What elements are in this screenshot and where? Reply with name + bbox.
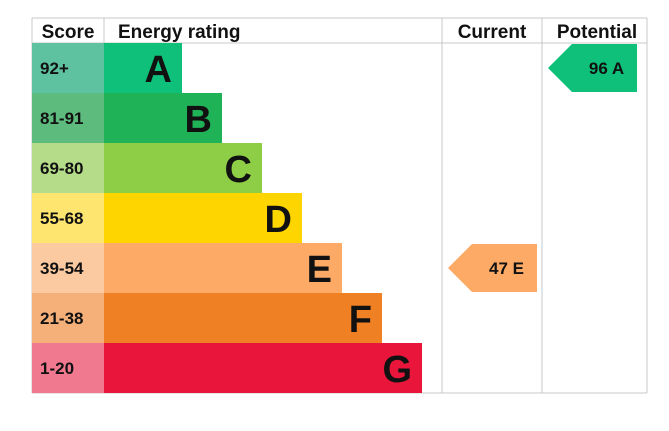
rating-letter-g: G [382, 349, 412, 391]
header-energy-rating: Energy rating [118, 22, 240, 43]
score-cell-d [32, 193, 104, 243]
score-label-f: 21-38 [40, 309, 83, 328]
rating-bar-b [104, 93, 222, 143]
potential-rating-label: 96 A [589, 59, 624, 78]
rating-letter-f: F [349, 299, 372, 341]
header-score: Score [42, 22, 95, 43]
rating-letter-d: D [265, 199, 292, 241]
rating-bar-d [104, 193, 302, 243]
rating-bar-f [104, 293, 382, 343]
score-label-a: 92+ [40, 59, 69, 78]
score-cell-e [32, 243, 104, 293]
rating-bands: 92+ A 81-91 B 69-80 C 55-68 D 39-54 E 21-38 F 1-20 G [32, 43, 422, 393]
header-potential: Potential [557, 22, 637, 43]
header-current: Current [458, 22, 527, 43]
rating-letter-b: B [185, 99, 212, 141]
score-label-d: 55-68 [40, 209, 83, 228]
rating-bar-e [104, 243, 342, 293]
current-rating-label: 47 E [489, 259, 524, 278]
rating-letter-a: A [145, 49, 172, 91]
score-label-b: 81-91 [40, 109, 83, 128]
rating-bar-c [104, 143, 262, 193]
rating-letter-c: C [225, 149, 252, 191]
score-cell-a [32, 43, 104, 93]
score-cell-f [32, 293, 104, 343]
score-label-g: 1-20 [40, 359, 74, 378]
rating-bar-g [104, 343, 422, 393]
score-cell-c [32, 143, 104, 193]
score-cell-b [32, 93, 104, 143]
score-label-e: 39-54 [40, 259, 84, 278]
chart-headers: Score Energy rating Current Potential [42, 22, 638, 43]
score-label-c: 69-80 [40, 159, 83, 178]
rating-bar-a [104, 43, 182, 93]
rating-arrows: 47 E 96 A [448, 44, 637, 292]
current-arrow [448, 244, 537, 292]
potential-arrow [548, 44, 637, 92]
score-cell-g [32, 343, 104, 393]
rating-letter-e: E [307, 249, 332, 291]
